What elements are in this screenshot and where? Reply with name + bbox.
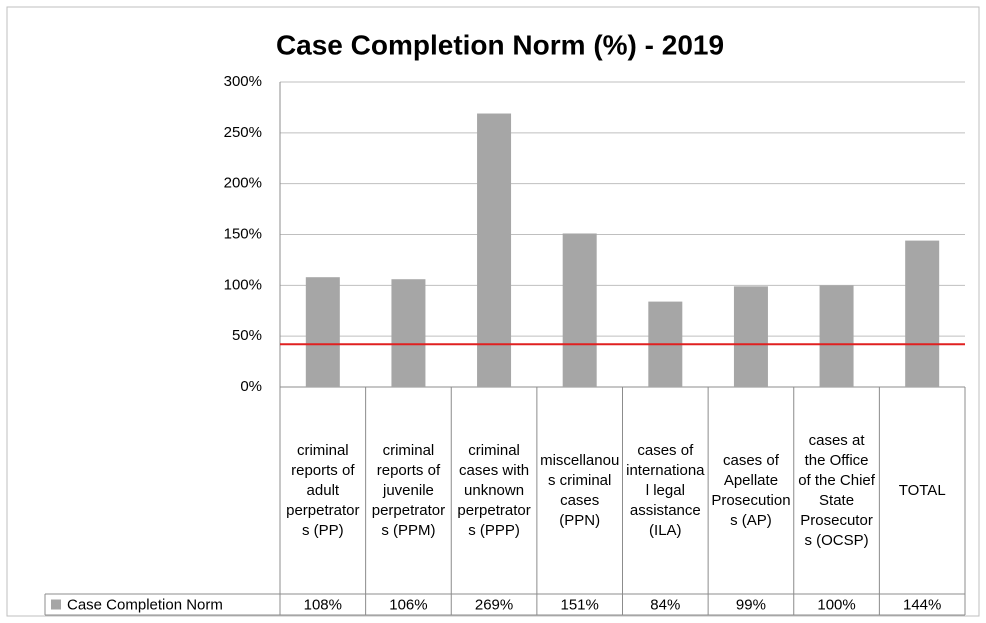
x-tick-label: cases of international legal assistance …: [626, 441, 705, 539]
bar: [905, 240, 940, 387]
value-label: 84%: [650, 596, 680, 613]
legend-swatch: [51, 599, 61, 610]
y-tick-label: 250%: [224, 124, 262, 141]
bar: [562, 233, 597, 387]
y-tick-label: 0%: [240, 378, 262, 395]
value-label: 100%: [817, 596, 855, 613]
chart-title: Case Completion Norm (%) - 2019: [276, 29, 724, 60]
value-label: 144%: [903, 596, 941, 613]
x-tick-label: criminal cases with unknown perpetrators…: [457, 441, 531, 539]
x-tick-label: TOTAL: [898, 481, 946, 499]
bar: [819, 285, 854, 387]
y-tick-label: 150%: [224, 225, 262, 242]
bar: [305, 277, 340, 387]
legend-label: Case Completion Norm: [67, 596, 223, 613]
value-label: 151%: [561, 596, 599, 613]
y-tick-label: 50%: [232, 327, 262, 344]
y-tick-label: 300%: [224, 73, 262, 90]
value-label: 106%: [389, 596, 427, 613]
value-label: 269%: [475, 596, 513, 613]
value-label: 108%: [304, 596, 342, 613]
bar: [733, 286, 768, 387]
y-tick-label: 100%: [224, 276, 262, 293]
x-tick-label: miscellanous criminal cases (PPN): [540, 451, 620, 529]
bar: [477, 113, 512, 388]
x-tick-label: cases at the Office of the Chief State P…: [798, 431, 875, 549]
x-tick-label: cases of Apellate Prosecutions (AP): [711, 451, 791, 529]
bar: [391, 279, 426, 387]
y-tick-label: 200%: [224, 175, 262, 192]
x-tick-label: criminal reports of adult perpetrators (…: [286, 441, 360, 539]
value-label: 99%: [736, 596, 766, 613]
x-tick-label: criminal reports of juvenile perpetrator…: [371, 441, 446, 539]
